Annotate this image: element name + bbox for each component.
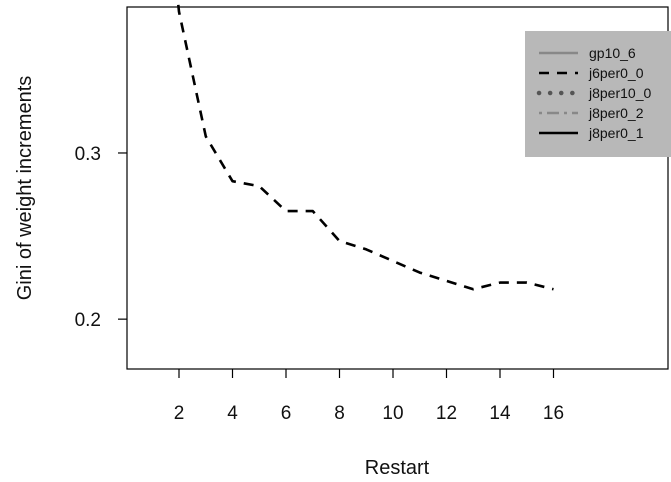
y-tick-label: 0.3 bbox=[75, 144, 101, 165]
x-tick-label: 10 bbox=[382, 403, 403, 424]
legend-label: j8per0_1 bbox=[588, 125, 644, 141]
x-tick-label: 16 bbox=[543, 403, 564, 424]
y-axis-title: Gini of weight increments bbox=[14, 76, 36, 301]
legend-label: j6per0_0 bbox=[588, 65, 644, 81]
x-tick-label: 6 bbox=[281, 403, 292, 424]
x-tick-label: 8 bbox=[334, 403, 345, 424]
series-lines bbox=[176, 0, 554, 291]
legend-label: j8per10_0 bbox=[588, 85, 651, 101]
legend: gp10_6 j6per0_0 j8per10_0 j8per0_2 j8per0_1 bbox=[525, 31, 671, 157]
legend-label: gp10_6 bbox=[589, 45, 636, 61]
x-tick-label: 2 bbox=[174, 403, 185, 424]
x-tick-label: 12 bbox=[436, 403, 457, 424]
x-tick-label: 4 bbox=[227, 403, 238, 424]
x-axis-title: Restart bbox=[365, 457, 430, 479]
series-line-j6per0-0 bbox=[176, 0, 554, 291]
y-tick-label: 0.2 bbox=[75, 310, 101, 331]
x-tick-label: 14 bbox=[489, 403, 511, 424]
plot-frame bbox=[126, 6, 669, 370]
legend-label: j8per0_2 bbox=[588, 105, 644, 121]
